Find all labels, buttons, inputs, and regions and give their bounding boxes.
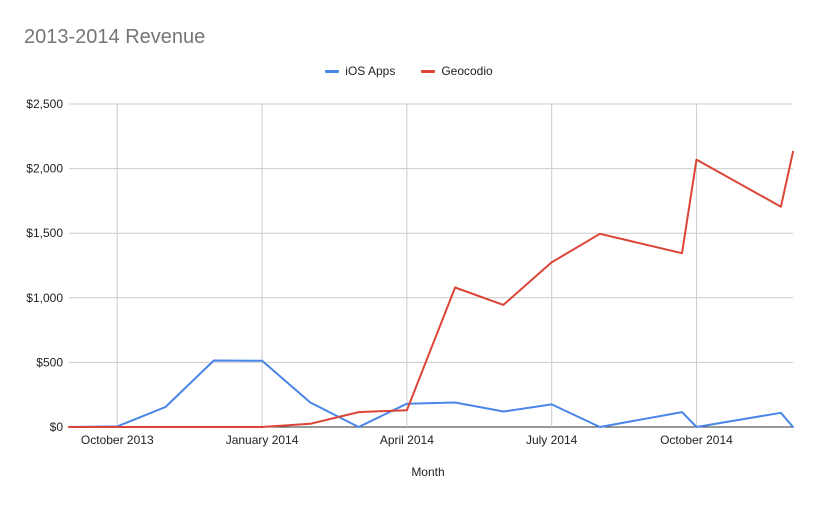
y-tick-label: $2,000 [26, 162, 63, 176]
legend-label-ios-apps: iOS Apps [345, 64, 396, 78]
y-tick-label: $1,500 [26, 226, 63, 240]
chart-title: 2013-2014 Revenue [24, 26, 206, 48]
series-line-geocodio[interactable] [68, 150, 794, 428]
y-axis-ticks: $0 $500 $1,000 $1,500 $2,000 $2,500 [26, 97, 63, 434]
legend-swatch-ios-apps [325, 69, 340, 73]
series-line-ios-apps[interactable] [68, 359, 794, 428]
legend-item-geocodio[interactable]: Geocodio [421, 64, 493, 78]
legend: iOS Apps Geocodio [0, 64, 818, 78]
y-tick-label: $1,000 [26, 291, 63, 305]
y-tick-label: $0 [50, 420, 64, 434]
legend-label-geocodio: Geocodio [441, 64, 493, 78]
y-tick-label: $2,500 [26, 97, 63, 111]
series-lines [68, 150, 794, 428]
x-tick-label: July 2014 [526, 433, 578, 447]
x-axis-ticks: October 2013 January 2014 April 2014 July 2… [81, 433, 733, 447]
x-tick-label: October 2013 [81, 433, 154, 447]
y-tick-label: $500 [36, 355, 63, 369]
legend-item-ios-apps[interactable]: iOS Apps [325, 64, 395, 78]
gridlines [69, 103, 793, 428]
x-tick-label: October 2014 [660, 433, 733, 447]
x-tick-label: April 2014 [380, 433, 434, 447]
x-axis-title: Month [411, 465, 444, 479]
x-tick-label: January 2014 [226, 433, 299, 447]
legend-swatch-geocodio [421, 69, 436, 73]
